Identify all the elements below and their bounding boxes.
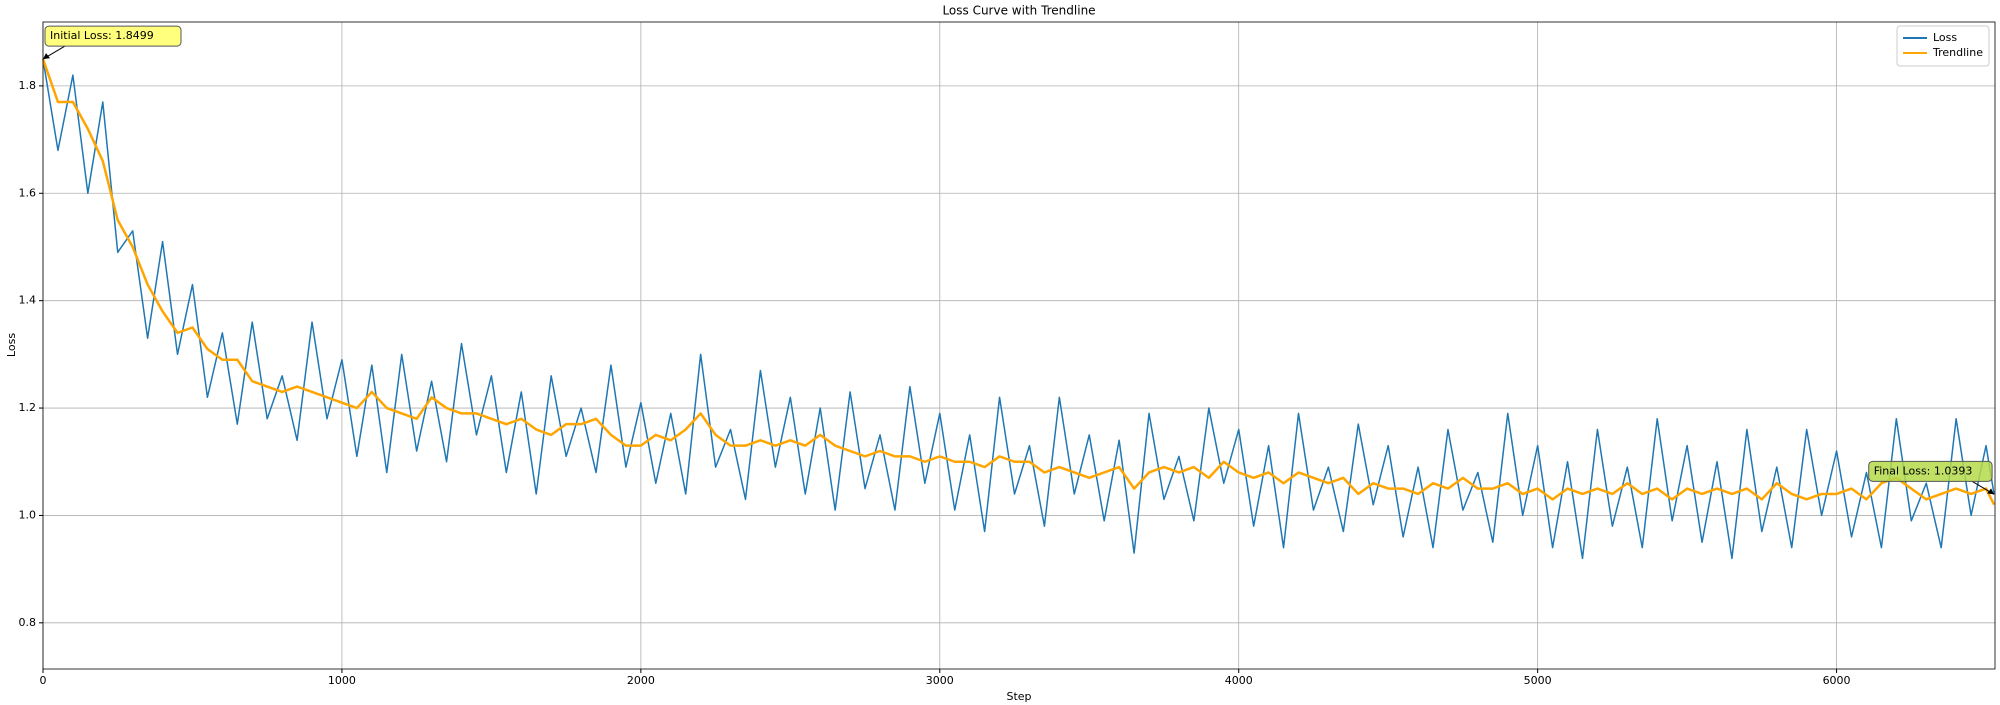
y-tick-label: 1.6 (19, 186, 37, 199)
line-series (41, 58, 1996, 506)
chart-title: Loss Curve with Trendline (942, 4, 1095, 18)
x-tick-label: 2000 (627, 674, 655, 687)
annotation: Initial Loss: 1.8499 (42, 25, 182, 60)
legend-label: Trendline (1932, 46, 1983, 59)
x-tick-label: 3000 (926, 674, 954, 687)
annotation-box (1868, 460, 1993, 482)
annotation-text: Initial Loss: 1.8499 (50, 29, 154, 42)
y-tick-label: 0.8 (19, 616, 37, 629)
y-axis-label: Loss (5, 333, 18, 357)
x-tick-label: 1000 (328, 674, 356, 687)
arrow-head (1987, 488, 1995, 495)
y-tick-label: 1.4 (19, 294, 37, 307)
line-series (42, 58, 1995, 560)
x-tick-label: 0 (40, 674, 47, 687)
x-tick-label: 4000 (1225, 674, 1253, 687)
annotation: Final Loss: 1.0393 (1868, 460, 1995, 495)
y-tick-label: 1.0 (19, 508, 37, 521)
y-tick-label: 1.8 (19, 79, 37, 92)
x-tick-label: 5000 (1524, 674, 1552, 687)
y-tick-label: 1.2 (19, 401, 37, 414)
x-axis-label: Step (1006, 690, 1031, 703)
plot-frame (42, 21, 1996, 670)
annotation-text: Final Loss: 1.0393 (1874, 464, 1973, 477)
legend: Loss Trendline (1896, 25, 1990, 67)
x-tick-label: 6000 (1823, 674, 1851, 687)
legend-label: Loss (1933, 31, 1957, 44)
legend-box (1896, 25, 1990, 67)
arrow-head (43, 53, 50, 60)
annotation-box (44, 25, 182, 47)
